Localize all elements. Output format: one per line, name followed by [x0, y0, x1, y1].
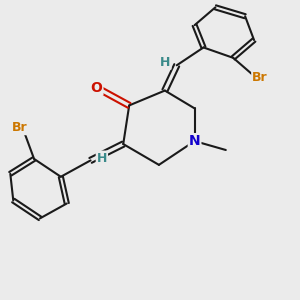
Text: O: O: [91, 81, 102, 94]
Text: N: N: [189, 134, 200, 148]
Text: Br: Br: [252, 71, 268, 84]
Text: Br: Br: [11, 121, 27, 134]
Text: H: H: [97, 152, 107, 164]
Text: H: H: [160, 56, 171, 69]
